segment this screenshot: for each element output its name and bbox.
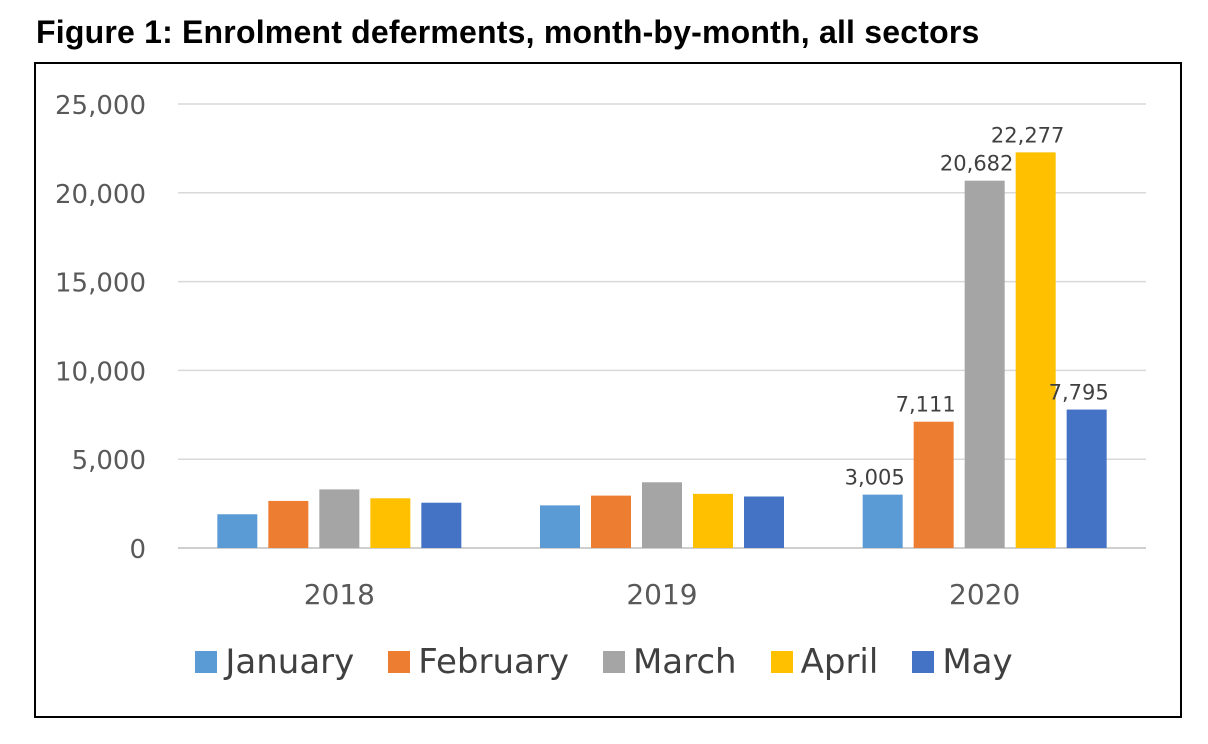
bar-may-2020 — [1066, 409, 1107, 548]
x-tick-label: 2019 — [626, 578, 697, 611]
figure-title: Figure 1: Enrolment deferments, month-by… — [36, 14, 980, 50]
y-tick-label: 0 — [129, 535, 146, 565]
y-axis-tick-labels: 0 5,000 10,000 15,000 20,000 25,000 — [55, 91, 146, 565]
bar-february-2020 — [913, 421, 954, 548]
bar-january-2019 — [540, 505, 580, 548]
y-tick-label: 10,000 — [55, 357, 146, 387]
data-label: 3,005 — [845, 466, 905, 490]
legend-item-february: February — [388, 642, 569, 682]
legend-label: May — [942, 642, 1013, 682]
data-label: 22,277 — [991, 123, 1064, 147]
legend-swatch — [195, 651, 218, 673]
legend-item-march: March — [602, 642, 737, 682]
bar-april-2018 — [370, 498, 411, 548]
y-tick-label: 25,000 — [55, 91, 146, 121]
legend-item-april: April — [770, 642, 879, 682]
y-tick-label: 15,000 — [55, 269, 146, 299]
bar-april-2019 — [693, 493, 733, 548]
bar-march-2020 — [964, 180, 1005, 548]
y-tick-label: 20,000 — [55, 180, 146, 210]
bar-april-2020 — [1015, 152, 1056, 548]
legend-swatch — [770, 651, 793, 673]
legend-label: March — [632, 642, 737, 682]
bar-january-2018 — [217, 514, 258, 548]
legend-swatch — [602, 651, 625, 673]
bars — [217, 152, 1107, 548]
bar-may-2018 — [421, 502, 462, 548]
data-label: 7,795 — [1049, 381, 1109, 405]
bar-march-2019 — [642, 482, 682, 548]
legend-swatch — [912, 651, 935, 673]
bar-may-2019 — [744, 496, 784, 548]
bar-march-2018 — [319, 489, 360, 548]
legend-label: April — [800, 642, 879, 682]
bar-january-2020 — [862, 494, 903, 548]
legend-label: January — [225, 642, 355, 682]
legend-item-january: January — [195, 642, 354, 682]
x-axis-tick-labels: 2018 2019 2020 — [304, 578, 1021, 611]
data-label: 7,111 — [896, 393, 956, 417]
x-tick-label: 2020 — [949, 578, 1020, 611]
legend-swatch — [388, 651, 411, 673]
bar-february-2019 — [591, 495, 631, 548]
bar-february-2018 — [268, 500, 309, 548]
x-tick-label: 2018 — [304, 578, 375, 611]
y-tick-label: 5,000 — [72, 446, 146, 476]
legend-label: February — [418, 642, 569, 682]
chart-legend: January February March April May — [0, 642, 1208, 682]
legend-item-may: May — [912, 642, 1013, 682]
data-labels: 3,005 7,111 20,682 22,277 7,795 — [845, 123, 1109, 489]
data-label: 20,682 — [940, 152, 1013, 176]
